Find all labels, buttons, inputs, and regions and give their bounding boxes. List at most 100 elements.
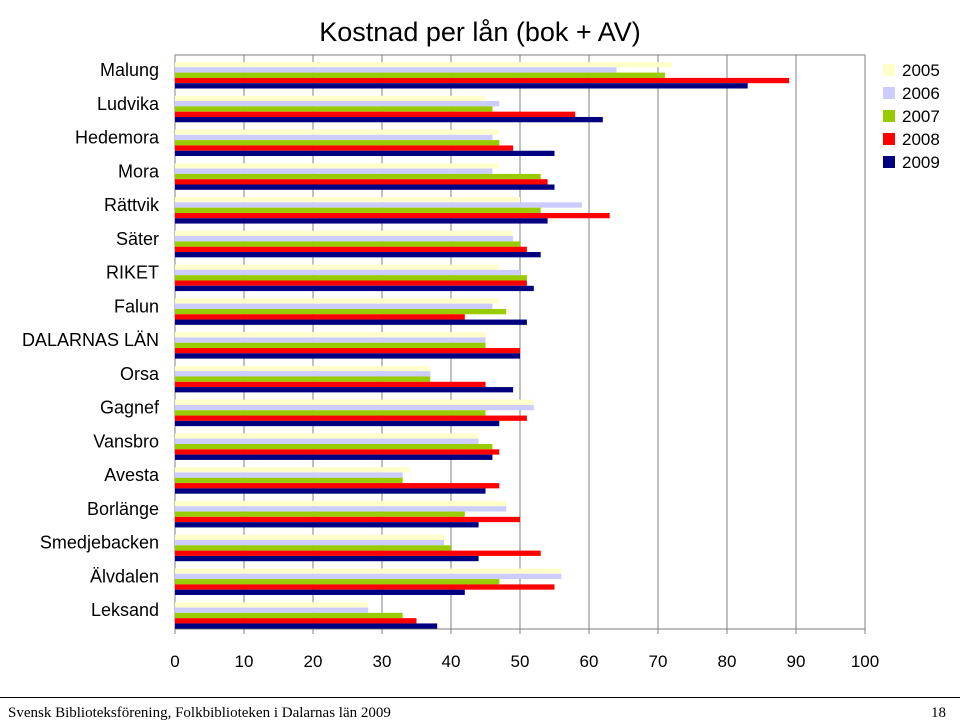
bar-2009	[175, 184, 555, 190]
bar-2007	[175, 342, 486, 349]
bar-2009	[175, 252, 541, 258]
bar-2008	[175, 618, 417, 624]
bar-2006	[175, 540, 445, 546]
page-number: 18	[931, 705, 946, 721]
x-tick-label: 80	[718, 652, 737, 671]
bar-2007	[175, 173, 541, 180]
bar-2007	[175, 376, 431, 382]
bar-2007	[175, 72, 665, 78]
bar-2008	[175, 280, 527, 286]
bar-2006	[175, 303, 493, 309]
bar-2006	[175, 438, 479, 445]
legend-label: 2006	[902, 84, 940, 103]
legend-swatch-2006	[883, 87, 895, 99]
bar-2008	[175, 179, 548, 185]
bar-2006	[175, 404, 534, 411]
bar-2007	[175, 579, 500, 585]
bar-2005	[175, 433, 479, 439]
bar-2007	[175, 444, 493, 450]
bar-2008	[175, 516, 520, 523]
category-label: Falun	[114, 296, 159, 316]
bar-2005	[175, 95, 486, 102]
x-tick-label: 60	[580, 652, 599, 671]
bar-2005	[175, 500, 507, 507]
bar-chart: Kostnad per lån (bok + AV) 0 10 20 30 40 50 60…	[22, 17, 940, 671]
bar-2007	[175, 477, 403, 484]
bar-2007	[175, 612, 403, 619]
bar-2005	[175, 163, 500, 169]
category-label: Borlänge	[87, 499, 159, 519]
category-label: Malung	[100, 60, 159, 80]
bar-2008	[175, 483, 500, 489]
legend: 2005 2006 2007 2008 2009	[883, 61, 940, 172]
bar-2009	[175, 454, 493, 460]
category-label: Leksand	[91, 600, 159, 620]
bar-2007	[175, 410, 486, 416]
category-label: Älvdalen	[90, 566, 159, 586]
bar-2008	[175, 584, 555, 590]
legend-swatch-2005	[883, 64, 895, 76]
bar-2007	[175, 106, 493, 112]
category-label: Orsa	[120, 364, 160, 384]
chart-title: Kostnad per lån (bok + AV)	[319, 17, 640, 47]
bar-2005	[175, 332, 486, 338]
bar-2009	[175, 150, 555, 157]
category-label: Gagnef	[100, 398, 160, 418]
bar-2009	[175, 555, 479, 562]
bar-2008	[175, 348, 520, 354]
bar-2009	[175, 285, 534, 292]
x-tick-label: 0	[170, 652, 179, 671]
bar-2005	[175, 62, 672, 68]
bar-2009	[175, 589, 465, 595]
bar-2006	[175, 371, 431, 377]
legend-label: 2005	[902, 61, 940, 80]
bar-2005	[175, 129, 500, 135]
bar-2009	[175, 522, 479, 528]
category-label: DALARNAS LÄN	[22, 330, 159, 350]
x-tick-label: 40	[442, 652, 461, 671]
bar-2007	[175, 511, 465, 517]
bar-2005	[175, 197, 520, 203]
category-label: Hedemora	[75, 128, 160, 148]
x-tick-label: 90	[787, 652, 806, 671]
x-tick-label: 100	[851, 652, 879, 671]
bar-2006	[175, 573, 562, 580]
bar-2006	[175, 236, 514, 242]
bar-2009	[175, 83, 748, 89]
footer-source: Svensk Biblioteksförening, Folkbibliotek…	[8, 705, 391, 721]
bar-2006	[175, 472, 403, 478]
bar-2008	[175, 314, 465, 320]
bar-2006	[175, 67, 617, 73]
category-label: Mora	[118, 161, 160, 181]
bar-2009	[175, 420, 500, 427]
category-label: Avesta	[104, 465, 160, 485]
legend-label: 2007	[902, 107, 940, 126]
bar-2008	[175, 212, 610, 219]
plot-area: 0 10 20 30 40 50 60 70 80 90 100 Malung Ludvika Hedem…	[22, 54, 879, 671]
bar-2009	[175, 623, 438, 629]
bar-2005	[175, 365, 431, 372]
bar-2009	[175, 319, 527, 325]
bar-2006	[175, 607, 369, 613]
bar-2007	[175, 545, 451, 551]
category-label: Rättvik	[104, 195, 160, 215]
x-tick-label: 20	[304, 652, 323, 671]
bar-2005	[175, 602, 369, 608]
bar-2008	[175, 550, 541, 556]
bar-2005	[175, 534, 445, 541]
bar-2006	[175, 168, 493, 174]
legend-swatch-2008	[883, 133, 895, 145]
bar-2006	[175, 101, 500, 107]
bar-2009	[175, 116, 603, 123]
bar-2008	[175, 111, 576, 117]
bar-2009	[175, 387, 514, 393]
bar-2006	[175, 202, 583, 208]
bar-2009	[175, 353, 520, 359]
bar-2008	[175, 246, 527, 253]
bar-2008	[175, 415, 527, 421]
bar-2007	[175, 140, 500, 146]
bar-2005	[175, 230, 514, 237]
bar-2008	[175, 145, 514, 151]
footer-divider	[0, 697, 960, 698]
bar-2007	[175, 241, 520, 247]
